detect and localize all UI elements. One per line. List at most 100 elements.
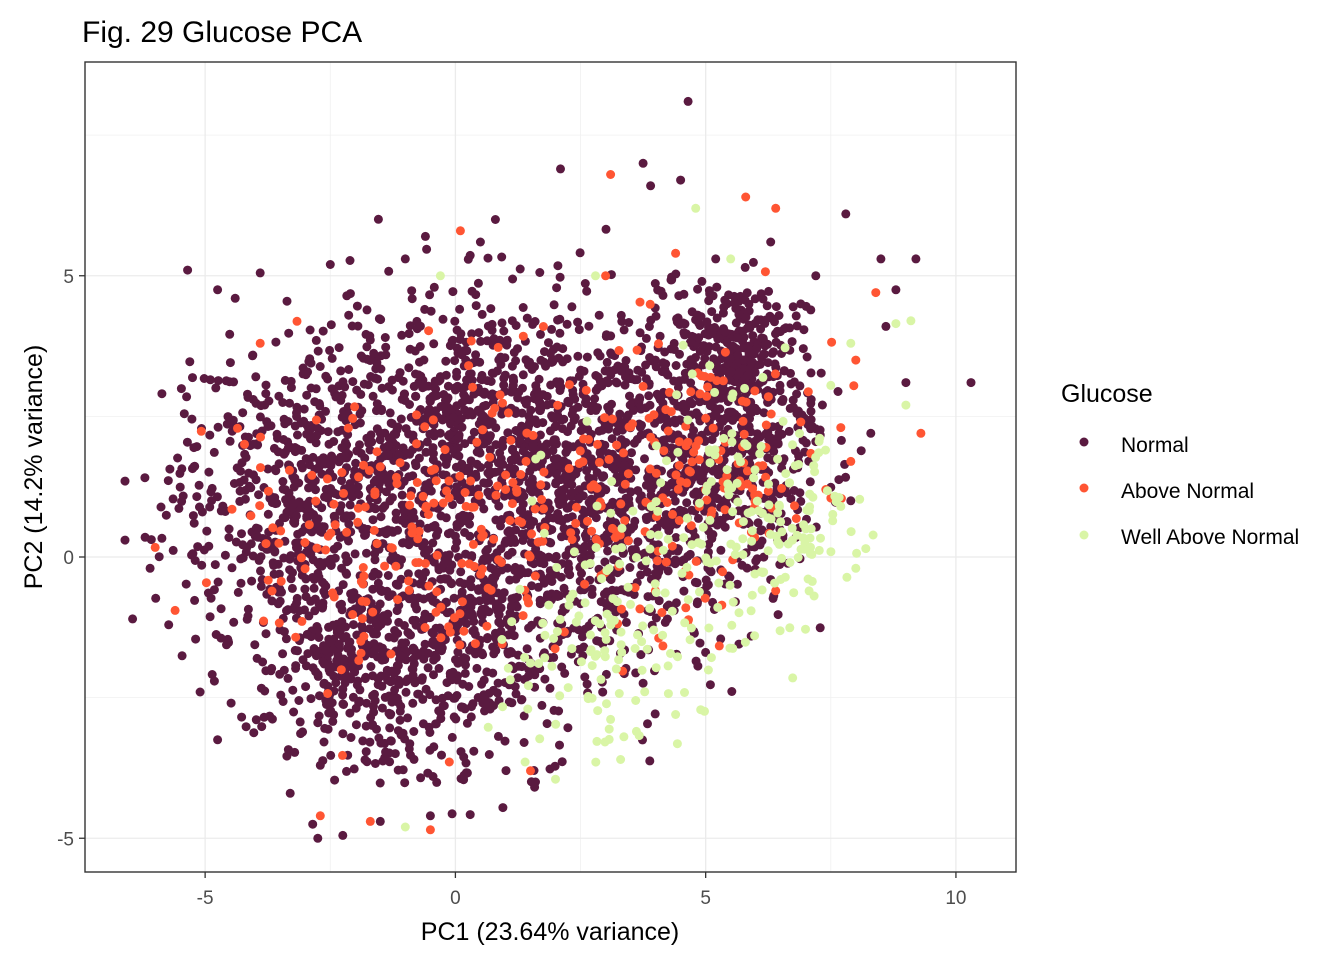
scatter-point — [744, 299, 754, 309]
scatter-point — [477, 564, 487, 574]
scatter-point — [373, 214, 383, 224]
scatter-point — [606, 614, 616, 624]
legend-key-above-normal — [1079, 483, 1089, 493]
scatter-point — [517, 695, 527, 704]
scatter-point — [763, 486, 773, 496]
scatter-point — [306, 694, 316, 704]
scatter-point — [544, 600, 554, 610]
scatter-point — [375, 462, 385, 472]
scatter-point — [671, 710, 681, 719]
scatter-point — [293, 529, 303, 539]
scatter-point — [318, 657, 328, 667]
scatter-point — [359, 379, 369, 389]
scatter-point — [567, 535, 577, 544]
scatter-point — [722, 465, 732, 475]
scatter-point — [423, 409, 433, 418]
scatter-point — [700, 354, 710, 363]
scatter-point — [548, 413, 558, 423]
scatter-point — [520, 653, 530, 662]
scatter-point — [717, 516, 727, 526]
scatter-point — [584, 321, 594, 331]
scatter-point — [582, 286, 592, 296]
scatter-point — [429, 282, 439, 292]
scatter-point — [651, 663, 661, 673]
scatter-point — [271, 466, 281, 476]
scatter-point — [842, 572, 852, 582]
scatter-point — [727, 446, 737, 456]
scatter-point — [712, 365, 722, 375]
scatter-point — [329, 511, 339, 521]
scatter-point — [460, 668, 470, 678]
scatter-point — [483, 722, 493, 732]
scatter-point — [511, 450, 520, 460]
scatter-point — [431, 623, 441, 633]
scatter-point — [522, 428, 532, 438]
scatter-point — [271, 337, 281, 347]
scatter-point — [668, 509, 677, 519]
scatter-point — [725, 375, 735, 385]
scatter-point — [433, 526, 443, 536]
scatter-point — [559, 583, 569, 593]
scatter-point — [694, 587, 704, 597]
scatter-point — [261, 629, 271, 639]
scatter-point — [550, 644, 560, 654]
scatter-point — [385, 723, 395, 733]
scatter-point — [780, 343, 790, 353]
scatter-point — [213, 376, 223, 386]
scatter-point — [450, 693, 460, 703]
scatter-point — [325, 667, 335, 677]
scatter-point — [635, 297, 645, 307]
scatter-point — [803, 387, 813, 397]
scatter-point — [556, 572, 566, 582]
scatter-point — [154, 552, 164, 562]
scatter-point — [355, 440, 364, 450]
scatter-point — [706, 653, 716, 663]
scatter-point — [610, 465, 620, 474]
scatter-point — [417, 673, 427, 683]
scatter-point — [419, 616, 428, 625]
scatter-point — [429, 339, 439, 349]
scatter-point — [442, 678, 452, 688]
scatter-point — [806, 415, 816, 425]
scatter-point — [635, 604, 645, 614]
scatter-point — [671, 248, 681, 258]
scatter-point — [719, 433, 729, 443]
scatter-point — [332, 656, 342, 665]
scatter-point — [284, 328, 294, 338]
scatter-point — [575, 248, 585, 258]
scatter-point — [304, 520, 314, 530]
scatter-point — [542, 391, 552, 401]
scatter-point — [686, 338, 696, 348]
scatter-point — [475, 237, 485, 247]
scatter-point — [816, 368, 826, 378]
scatter-point — [407, 286, 417, 296]
scatter-point — [707, 307, 717, 317]
scatter-point — [635, 328, 645, 338]
scatter-point — [547, 661, 557, 671]
scatter-point — [345, 256, 355, 265]
scatter-point — [466, 582, 476, 592]
scatter-point — [334, 381, 344, 391]
scatter-point — [591, 543, 601, 553]
scatter-point — [795, 381, 805, 391]
scatter-point — [266, 666, 276, 676]
scatter-point — [354, 655, 364, 665]
scatter-point — [626, 524, 636, 534]
scatter-point — [544, 575, 554, 584]
scatter-point — [326, 706, 336, 716]
scatter-point — [365, 737, 375, 747]
scatter-point — [251, 372, 261, 382]
scatter-point — [486, 304, 496, 314]
scatter-point — [168, 494, 178, 504]
scatter-point — [268, 523, 278, 533]
scatter-point — [253, 532, 263, 542]
scatter-point — [632, 345, 642, 355]
scatter-point — [673, 652, 683, 662]
scatter-point — [728, 643, 738, 653]
scatter-point — [469, 502, 479, 512]
scatter-point — [503, 408, 513, 418]
scatter-point — [190, 556, 200, 565]
scatter-point — [286, 574, 296, 584]
scatter-point — [871, 288, 881, 298]
scatter-point — [755, 540, 765, 550]
